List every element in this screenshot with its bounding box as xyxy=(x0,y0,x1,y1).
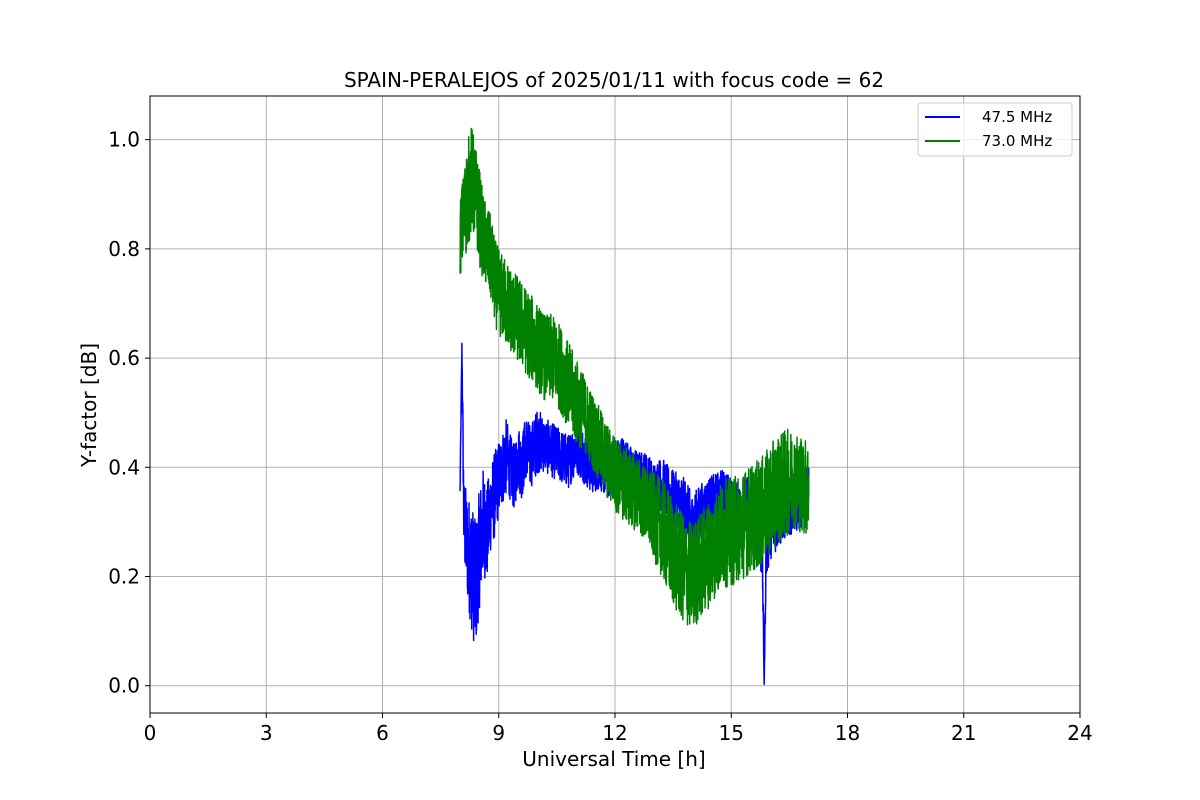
legend-label-47-5-mhz: 47.5 MHz xyxy=(982,108,1052,126)
y-tick-label: 0.6 xyxy=(108,346,140,370)
plot-series xyxy=(459,127,810,686)
x-tick-label: 21 xyxy=(951,721,976,745)
x-tick-label: 3 xyxy=(260,721,273,745)
y-tick-label: 0.8 xyxy=(108,237,140,261)
series-line-73-0-mhz xyxy=(459,127,810,626)
legend-label-73-0-mhz: 73.0 MHz xyxy=(982,132,1052,150)
x-tick-label: 24 xyxy=(1067,721,1092,745)
x-axis-label: Universal Time [h] xyxy=(522,747,705,771)
x-tick-label: 9 xyxy=(492,721,505,745)
y-tick-label: 0.4 xyxy=(108,455,140,479)
y-axis-label: Y-factor [dB] xyxy=(77,343,101,468)
y-tick-label: 0.2 xyxy=(108,564,140,588)
legend: 47.5 MHz 73.0 MHz xyxy=(917,102,1073,157)
chart-title: SPAIN-PERALEJOS of 2025/01/11 with focus… xyxy=(344,68,884,92)
y-axis: 0.0 0.2 0.4 0.6 0.8 1.0 xyxy=(108,128,150,698)
y-tick-label: 1.0 xyxy=(108,128,140,152)
x-tick-label: 15 xyxy=(719,721,744,745)
y-tick-label: 0.0 xyxy=(108,674,140,698)
x-tick-label: 18 xyxy=(835,721,860,745)
x-tick-label: 12 xyxy=(602,721,627,745)
x-tick-label: 6 xyxy=(376,721,389,745)
x-tick-label: 0 xyxy=(144,721,157,745)
x-axis: 0 3 6 9 12 15 18 21 24 xyxy=(144,713,1093,745)
